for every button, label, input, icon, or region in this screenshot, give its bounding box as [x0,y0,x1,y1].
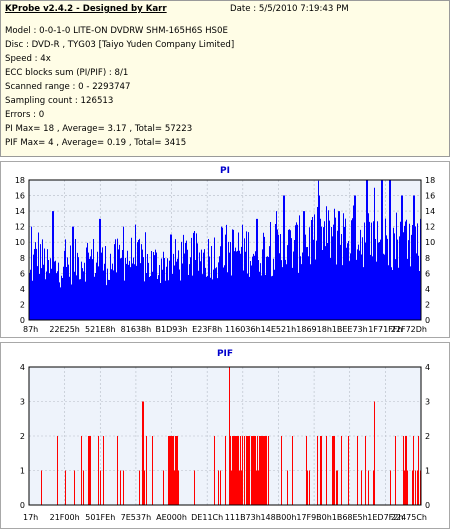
y-tick-label-right: 4 [425,285,430,294]
y-tick-label-right: 0 [425,501,430,510]
x-tick-label: 501FEh [85,513,115,522]
y-tick-label-right: 8 [425,254,430,263]
info-pi-stats: PI Max= 18 , Average= 3.17 , Total= 5722… [5,124,193,134]
y-tick-label-left: 2 [20,300,25,309]
y-tick-label-right: 4 [425,363,430,372]
y-tick-label-left: 18 [15,176,25,185]
info-sampling-count: Sampling count : 126513 [5,96,114,106]
y-tick-label-right: 18 [425,176,435,185]
info-model: Model : 0-0-1-0 LITE-ON DVDRW SHM-165H6S… [5,26,228,36]
y-tick-label-left: 16 [15,192,25,201]
x-tick-label: B1D93h [156,325,188,334]
x-tick-label: 81638h [121,325,152,334]
x-tick-label: 7E537h [121,513,151,522]
y-tick-label-left: 6 [20,269,25,278]
y-tick-label-right: 10 [425,238,435,247]
y-tick-label-right: 6 [425,269,430,278]
pi-chart: PI 0 0 2 2 4 4 6 6 8 8 10 10 12 12 14 14 16 16 18 18 87h 22E25… [15,166,435,334]
series-bars [41,367,421,505]
x-tick-label: 87h [23,325,38,334]
y-tick-label-right: 2 [425,432,430,441]
info-disc: Disc : DVD-R , TYG03 [Taiyo Yuden Compan… [5,40,235,50]
x-tick-label: 116036h [225,325,261,334]
y-tick-label-right: 1 [425,467,430,476]
x-tick-label: 1B68E5h [332,513,368,522]
plot-border [28,366,422,506]
y-tick-label-left: 8 [20,254,25,263]
info-pif-stats: PIF Max= 4 , Average= 0.19 , Total= 3415 [5,138,187,148]
x-tick-label: 148B00h [260,513,296,522]
x-tick-label: DE11Ch [191,513,223,522]
y-tick-label-right: 14 [425,207,435,216]
y-tick-label-left: 3 [20,398,25,407]
pi-chart-panel: PI 0 0 2 2 4 4 6 6 8 8 10 10 12 12 14 14 16 16 18 18 87h 22E25… [0,161,450,338]
x-tick-label: AE000h [156,513,187,522]
x-tick-label: 1BEE73h [332,325,368,334]
x-tick-label: 21F00h [50,513,80,522]
info-ecc-blocks: ECC blocks sum (PI/PIF) : 8/1 [5,68,129,78]
x-tick-label: 17F9B0h [296,513,332,522]
y-tick-label-left: 12 [15,223,25,232]
y-tick-label-left: 10 [15,238,25,247]
y-tick-label-left: 2 [20,432,25,441]
y-tick-label-left: 4 [20,363,25,372]
y-tick-label-left: 0 [20,316,25,325]
y-tick-label-left: 4 [20,285,25,294]
y-tick-label-right: 0 [425,316,430,325]
chart-title: PIF [217,349,233,359]
y-tick-label-right: 3 [425,398,430,407]
scan-date: Date : 5/5/2010 7:19:43 PM [230,4,349,14]
x-tick-label: 186918h [296,325,332,334]
pif-chart-panel: PIF 0 0 1 1 2 2 3 3 4 4 17h 21F00h 501FEh 7E537h AE000h… [0,342,450,529]
y-tick-label-left: 14 [15,207,25,216]
app-title: KProbe v2.4.2 - Designed by Karr [5,4,167,14]
x-tick-label: 1F71FFh [368,325,402,334]
chart-title: PI [220,166,230,176]
y-tick-label-right: 16 [425,192,435,201]
x-tick-label: 17h [23,513,38,522]
y-tick-label-left: 0 [20,501,25,510]
y-tick-label-right: 12 [425,223,435,232]
info-scanned-range: Scanned range : 0 - 2293747 [5,82,131,92]
plot-border [28,179,422,321]
x-tick-label: 521E8h [85,325,115,334]
series-bars [29,180,421,320]
y-tick-label-right: 2 [425,300,430,309]
x-tick-label: E23F8h [192,325,222,334]
x-tick-label: 22F72Dh [391,325,427,334]
x-tick-label: 14E521h [261,325,297,334]
x-tick-label: 111B73h [225,513,261,522]
pif-chart: PIF 0 0 1 1 2 2 3 3 4 4 17h 21F00h 501FEh 7E537h AE000h… [20,349,430,522]
info-errors: Errors : 0 [5,110,45,120]
x-tick-label: 22E25h [49,325,79,334]
disc-info-panel: KProbe v2.4.2 - Designed by Karr Date : … [0,0,450,157]
y-tick-label-left: 1 [20,467,25,476]
x-tick-label: 22475Ch [391,513,427,522]
x-tick-label: 1ED7F2h [367,513,403,522]
info-speed: Speed : 4x [5,54,51,64]
